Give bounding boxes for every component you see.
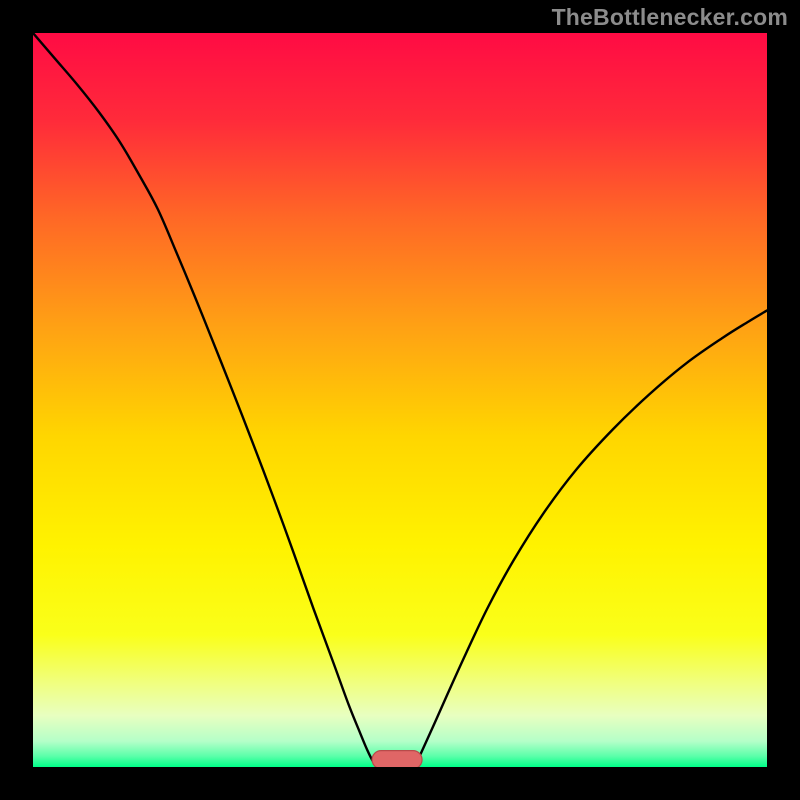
chart-container: TheBottlenecker.com: [0, 0, 800, 800]
gradient-background: [33, 33, 767, 767]
balance-marker: [372, 751, 422, 767]
bottleneck-chart: [33, 33, 767, 767]
watermark-text: TheBottlenecker.com: [552, 4, 788, 31]
